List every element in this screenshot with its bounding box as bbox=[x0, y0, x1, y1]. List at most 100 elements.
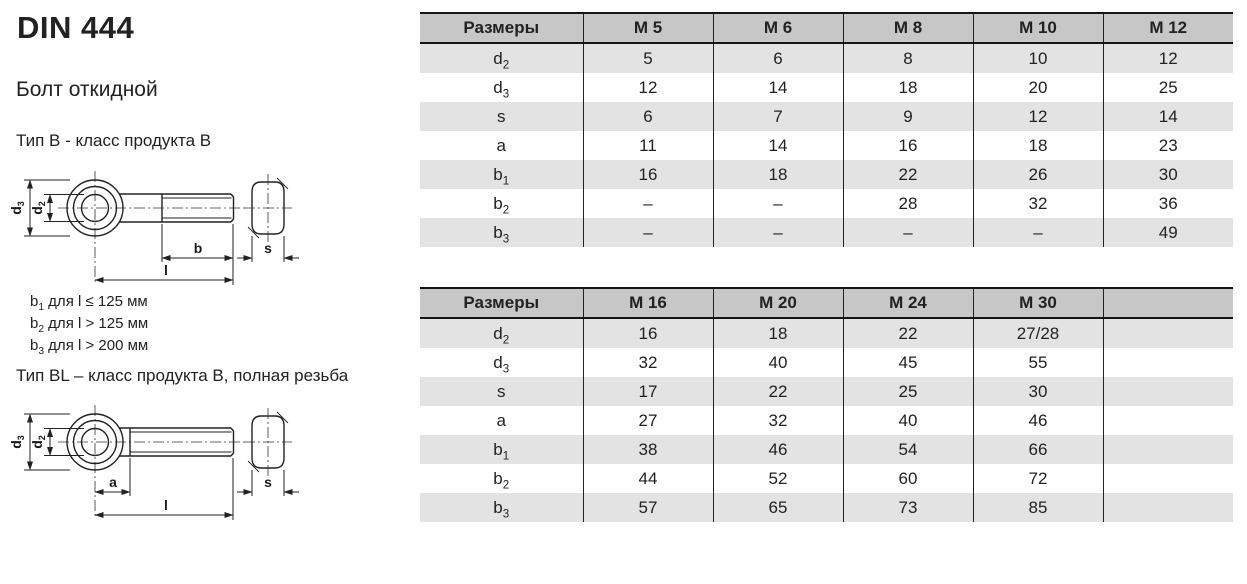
table-cell: 7 bbox=[712, 102, 843, 131]
row-label: b3 bbox=[420, 218, 583, 247]
column-header: M 6 bbox=[712, 12, 843, 44]
shank-partial-thread bbox=[119, 193, 235, 223]
table-cell: 30 bbox=[1102, 160, 1233, 189]
table-row: a 27 32 40 46 bbox=[420, 406, 1233, 435]
table-cell: 40 bbox=[712, 348, 843, 377]
row-label: b3 bbox=[420, 493, 583, 522]
table-cell: 38 bbox=[582, 435, 713, 464]
table-row: d2 16 18 22 27/28 bbox=[420, 318, 1233, 348]
table-cell: 20 bbox=[972, 73, 1103, 102]
table-cell bbox=[1102, 464, 1233, 493]
table-cell: – bbox=[712, 189, 843, 218]
svg-text:s: s bbox=[264, 474, 272, 490]
table-cell: – bbox=[582, 189, 713, 218]
table-cell: 30 bbox=[972, 377, 1103, 406]
a-dimension: a bbox=[94, 458, 131, 496]
row-label: b1 bbox=[420, 435, 583, 464]
table-cell: 14 bbox=[712, 73, 843, 102]
column-header: M 12 bbox=[1102, 12, 1233, 44]
svg-text:a: a bbox=[109, 474, 117, 490]
table-cell: 28 bbox=[842, 189, 973, 218]
table-cell: 44 bbox=[582, 464, 713, 493]
row-label: s bbox=[420, 102, 583, 131]
d2-dimension: d2 bbox=[29, 428, 84, 456]
table-cell bbox=[1102, 493, 1233, 522]
table-cell bbox=[1102, 435, 1233, 464]
table-cell: 52 bbox=[712, 464, 843, 493]
eye-head bbox=[66, 179, 124, 237]
svg-text:s: s bbox=[264, 240, 272, 256]
table-cell: 22 bbox=[712, 377, 843, 406]
page-title: DIN 444 bbox=[17, 10, 135, 45]
svg-text:l: l bbox=[164, 262, 168, 278]
table-cell: 26 bbox=[972, 160, 1103, 189]
table-row: d3 12 14 18 20 25 bbox=[420, 73, 1233, 102]
head-side-view bbox=[244, 408, 292, 476]
table-cell: 85 bbox=[972, 493, 1103, 522]
table-cell: 14 bbox=[1102, 102, 1233, 131]
svg-text:d3: d3 bbox=[8, 435, 26, 449]
table-cell: 40 bbox=[842, 406, 973, 435]
table-cell: 11 bbox=[582, 131, 713, 160]
table-cell: 72 bbox=[972, 464, 1103, 493]
table-cell: 32 bbox=[972, 189, 1103, 218]
column-header: M 16 bbox=[582, 287, 713, 319]
table-cell: 55 bbox=[972, 348, 1103, 377]
table-cell: 18 bbox=[712, 318, 843, 348]
svg-text:d3: d3 bbox=[8, 201, 26, 215]
table-row: b3– – – –49 bbox=[420, 218, 1233, 247]
l-dimension: l bbox=[94, 458, 234, 520]
row-label: a bbox=[496, 135, 506, 155]
table-cell: 6 bbox=[582, 102, 713, 131]
eye-head bbox=[66, 413, 124, 471]
table-cell: 16 bbox=[582, 318, 713, 348]
page-subtitle: Болт откидной bbox=[16, 78, 158, 101]
row-label: d2 bbox=[420, 318, 583, 348]
table-cell: 36 bbox=[1102, 189, 1233, 218]
table-cell: 12 bbox=[972, 102, 1103, 131]
table-cell: – bbox=[712, 218, 843, 247]
table-row: b2– –28 32 36 bbox=[420, 189, 1233, 218]
table-cell: 14 bbox=[712, 131, 843, 160]
type-b-drawing: d3 d2 b l s bbox=[8, 171, 299, 285]
column-header: M 30 bbox=[972, 287, 1103, 319]
row-label: b2 bbox=[493, 193, 510, 216]
svg-text:d2: d2 bbox=[29, 201, 47, 215]
note-line: b2 для l > 125 мм bbox=[30, 315, 149, 335]
table-row: d2 5 6 8 10 12 bbox=[420, 43, 1233, 73]
row-label: d3 bbox=[493, 352, 510, 375]
head-side-view bbox=[244, 174, 292, 242]
table-cell: 6 bbox=[712, 43, 843, 73]
row-label: a bbox=[496, 410, 506, 430]
table-row: a 11 14 16 18 23 bbox=[420, 131, 1233, 160]
column-header: Размеры bbox=[420, 12, 583, 44]
table-cell: 9 bbox=[842, 102, 973, 131]
table-cell bbox=[1102, 377, 1233, 406]
d3-dimension: d3 bbox=[8, 179, 70, 237]
table-row: d3 32 40 45 55 bbox=[420, 348, 1233, 377]
table-cell: 5 bbox=[582, 43, 713, 73]
table-cell: 23 bbox=[1102, 131, 1233, 160]
table-cell: 49 bbox=[1102, 218, 1233, 247]
table-cell: 54 bbox=[842, 435, 973, 464]
table-cell: 32 bbox=[582, 348, 713, 377]
type-bl-label: Тип BL – класс продукта B, полная резьба bbox=[16, 366, 349, 385]
table-cell: 8 bbox=[842, 43, 973, 73]
s-dimension: s bbox=[237, 236, 299, 262]
table-row: b3 57 65 73 85 bbox=[420, 493, 1233, 522]
column-header bbox=[1102, 287, 1233, 319]
table-cell: 12 bbox=[1102, 43, 1233, 73]
svg-text:l: l bbox=[164, 497, 168, 513]
table-cell: – bbox=[842, 218, 973, 247]
table-cell: 22 bbox=[842, 160, 973, 189]
table-cell: 16 bbox=[842, 131, 973, 160]
table-cell: 27/28 bbox=[972, 318, 1103, 348]
column-header: M 20 bbox=[712, 287, 843, 319]
table-row: b1 16 18 22 26 30 bbox=[420, 160, 1233, 189]
table-cell: 18 bbox=[842, 73, 973, 102]
row-label: s bbox=[420, 377, 583, 406]
svg-text:d2: d2 bbox=[29, 435, 47, 449]
table-cell: – bbox=[972, 218, 1103, 247]
table-cell: 46 bbox=[972, 406, 1103, 435]
